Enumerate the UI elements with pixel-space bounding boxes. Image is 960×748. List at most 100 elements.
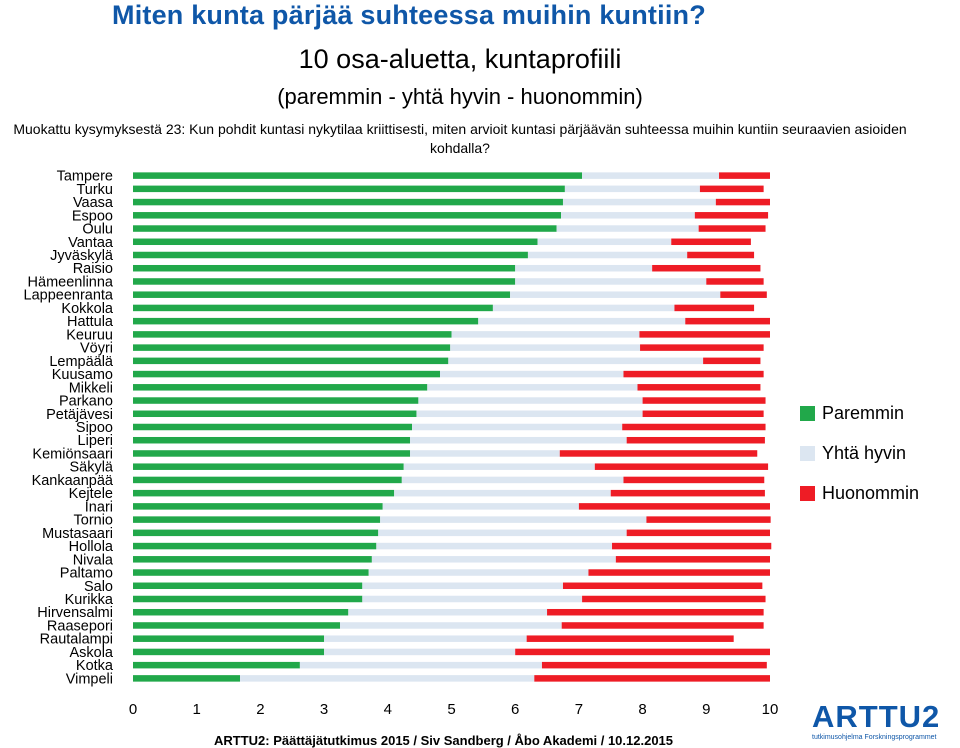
bar-segment-yhta-hyvin — [299, 661, 542, 669]
bar-segment-huonommin — [594, 463, 769, 470]
bar-segment-huonommin — [582, 595, 766, 603]
category-label: Petäjävesi — [46, 407, 113, 423]
bar-segment-huonommin — [694, 212, 769, 219]
bar-segment-yhta-hyvin — [515, 264, 653, 272]
x-tick-label: 10 — [762, 701, 779, 718]
bar-segment-huonommin — [626, 436, 765, 444]
bar-segment-yhta-hyvin — [515, 278, 707, 285]
bar-segment-paremmin — [133, 489, 395, 497]
category-label: Raasepori — [47, 618, 113, 634]
category-label: Kotka — [76, 658, 114, 674]
category-label: Sipoo — [76, 420, 113, 436]
bar-segment-huonommin — [720, 291, 767, 298]
legend-item-paremmin: Paremmin — [800, 393, 919, 433]
bar-segment-paremmin — [133, 423, 413, 431]
bar-segment-yhta-hyvin — [382, 503, 579, 510]
bar-segment-huonommin — [719, 172, 770, 179]
category-label: Kankaanpää — [32, 473, 114, 489]
bar-segment-yhta-hyvin — [416, 410, 643, 418]
bar-segment-paremmin — [133, 516, 381, 523]
category-label: Mustasaari — [42, 526, 113, 542]
bar-segment-yhta-hyvin — [510, 291, 721, 298]
bar-segment-yhta-hyvin — [348, 608, 548, 616]
bar-segment-yhta-hyvin — [362, 582, 563, 590]
bar-segment-huonommin — [578, 503, 770, 510]
legend-label-paremmin: Paremmin — [822, 402, 905, 423]
bar-segment-huonommin — [640, 344, 764, 351]
category-label: Tampere — [57, 169, 113, 185]
x-tick-label: 8 — [638, 701, 646, 718]
bar-segment-yhta-hyvin — [451, 331, 640, 338]
bar-segment-huonommin — [715, 198, 770, 206]
bar-segment-yhta-hyvin — [368, 569, 589, 576]
bar-segment-huonommin — [612, 542, 772, 550]
logo-tagline: tutkimusohjelma Forskningsprogrammet — [812, 734, 937, 741]
footer-credit: ARTTU2: Päättäjätutkimus 2015 / Siv Sand… — [214, 733, 674, 748]
bar-segment-huonommin — [610, 489, 765, 497]
category-label: Turku — [76, 182, 113, 198]
category-label: Vaasa — [73, 195, 114, 211]
bar-segment-paremmin — [133, 635, 325, 642]
bar-segment-paremmin — [133, 251, 528, 259]
bar-segment-paremmin — [133, 582, 363, 590]
bar-segment-yhta-hyvin — [324, 648, 516, 656]
category-label: Kokkola — [61, 301, 114, 317]
bar-segment-yhta-hyvin — [556, 225, 699, 232]
x-tick-label: 4 — [384, 701, 392, 718]
legend-label-huonommin: Huonommin — [822, 482, 920, 503]
category-label: Hirvensalmi — [37, 605, 113, 621]
bar-segment-paremmin — [133, 463, 404, 470]
category-label: Lappeenranta — [24, 288, 114, 304]
bar-segment-paremmin — [133, 675, 241, 682]
category-label: Parkano — [59, 394, 113, 410]
bar-segment-paremmin — [133, 384, 428, 391]
bar-segment-huonommin — [687, 251, 755, 259]
bar-segment-huonommin — [559, 450, 758, 457]
bar-segment-yhta-hyvin — [478, 317, 686, 325]
bar-segment-paremmin — [133, 542, 377, 550]
bar-segment-huonommin — [637, 384, 761, 391]
bar-segment-yhta-hyvin — [362, 595, 583, 603]
bar-segment-paremmin — [133, 622, 341, 629]
chart-title: Miten kunta pärjää suhteessa muihin kunt… — [112, 0, 706, 30]
bar-segment-paremmin — [133, 436, 411, 444]
bar-segment-yhta-hyvin — [394, 489, 611, 497]
bar-segment-paremmin — [133, 344, 451, 351]
bar-segment-yhta-hyvin — [401, 476, 624, 484]
legend-swatch-paremmin — [800, 405, 815, 421]
bar-segment-huonommin — [541, 661, 767, 669]
bar-segment-paremmin — [133, 304, 493, 312]
bar-segment-paremmin — [133, 198, 563, 206]
bar-segment-huonommin — [534, 675, 770, 682]
legend-swatch-huonommin — [800, 485, 815, 501]
bar-segment-yhta-hyvin — [378, 529, 627, 537]
legend-item-yhta-hyvin: Yhtä hyvin — [800, 433, 919, 473]
chart-subtitle: 10 osa-aluetta, kuntaprofiili — [298, 44, 622, 74]
bar-segment-yhta-hyvin — [340, 622, 562, 629]
bar-segment-huonommin — [622, 423, 766, 431]
bar-segment-yhta-hyvin — [561, 212, 695, 219]
bar-segment-huonommin — [642, 410, 764, 418]
bar-segment-huonommin — [652, 264, 761, 272]
bar-segment-paremmin — [133, 648, 325, 656]
category-label: Oulu — [82, 222, 113, 238]
x-tick-label: 9 — [702, 701, 710, 718]
bar-segment-huonommin — [561, 622, 764, 629]
bar-segment-huonommin — [698, 225, 766, 232]
chart-subtitle-scale: (paremmin - yhtä hyvin - huonommin) — [277, 84, 643, 109]
bar-segment-huonommin — [615, 556, 770, 563]
bar-segment-yhta-hyvin — [324, 635, 527, 642]
category-label: Kemiönsaari — [32, 446, 113, 462]
bar-segment-yhta-hyvin — [412, 423, 623, 431]
bar-segment-yhta-hyvin — [582, 172, 720, 179]
bar-segment-yhta-hyvin — [450, 344, 641, 351]
bar-segment-huonommin — [685, 317, 770, 325]
x-tick-label: 1 — [193, 701, 201, 718]
bar-segment-huonommin — [699, 185, 764, 193]
category-label: Säkylä — [69, 460, 113, 476]
bar-segment-huonommin — [646, 516, 771, 523]
bar-segment-yhta-hyvin — [240, 675, 535, 682]
category-label: Kejtele — [69, 486, 113, 502]
category-label: Vöyri — [80, 341, 113, 357]
bar-segment-huonommin — [623, 370, 764, 378]
